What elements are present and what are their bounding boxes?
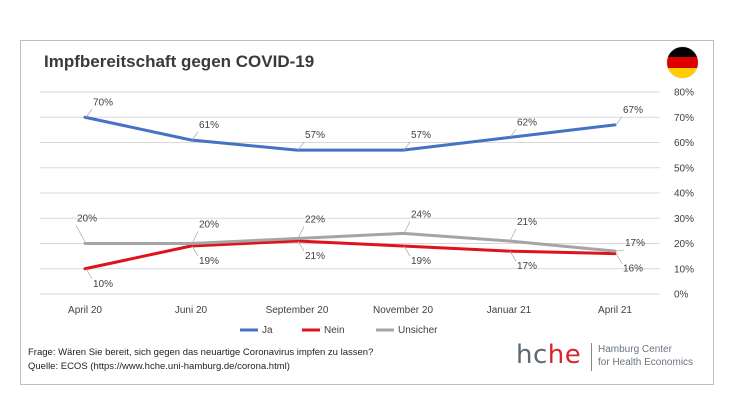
logo-caption-line2: for Health Economics [598, 357, 694, 368]
data-label: 21% [305, 251, 325, 262]
data-label-leader [85, 268, 93, 279]
y-tick-label: 10% [674, 264, 694, 275]
y-tick-label: 20% [674, 239, 694, 250]
data-label-leader [85, 109, 93, 118]
data-label-leader [509, 129, 517, 138]
data-label-leader [509, 250, 517, 262]
y-tick-label: 70% [674, 113, 694, 124]
logo-caption-line1: Hamburg Center [598, 344, 672, 355]
flag-stripe-gold [667, 67, 698, 78]
y-tick-label: 30% [674, 214, 694, 225]
data-label: 10% [93, 279, 113, 290]
data-label: 21% [517, 217, 537, 228]
flag-stripe-red [667, 57, 698, 68]
hche-logo: hche [516, 340, 581, 370]
legend-label: Ja [262, 325, 273, 336]
data-label: 22% [305, 214, 325, 225]
data-label-leader [615, 253, 623, 264]
data-label: 17% [517, 261, 537, 272]
flag-stripe-black [667, 47, 698, 58]
data-label: 19% [411, 256, 431, 267]
logo-caption: Hamburg Center for Health Economics [598, 343, 693, 369]
data-label-leader [297, 240, 305, 252]
series-line-nein [83, 239, 617, 271]
data-label: 16% [623, 264, 643, 275]
data-label-leader [403, 245, 411, 257]
data-label: 70% [93, 97, 113, 108]
data-label-leader [509, 228, 517, 242]
logo-divider [591, 343, 592, 371]
y-tick-label: 80% [674, 88, 694, 99]
x-tick-label: Januar 21 [487, 305, 532, 316]
data-label: 61% [199, 120, 219, 131]
source-text: Quelle: ECOS (https://www.hche.uni-hambu… [28, 361, 290, 372]
data-label-leader [615, 116, 623, 126]
data-label: 67% [623, 105, 643, 116]
data-label: 57% [305, 130, 325, 141]
data-label: 57% [411, 130, 431, 141]
data-label: 17% [625, 238, 645, 249]
data-label-leader [403, 141, 411, 151]
y-tick-label: 50% [674, 163, 694, 174]
germany-flag-icon [667, 47, 698, 78]
data-label: 24% [411, 209, 431, 220]
x-tick-label: April 21 [598, 305, 632, 316]
data-label: 19% [199, 256, 219, 267]
y-tick-label: 60% [674, 138, 694, 149]
data-label-leader [191, 245, 199, 257]
legend-label: Unsicher [398, 325, 438, 336]
data-label-leader [191, 131, 199, 141]
chart-frame [20, 40, 714, 385]
x-tick-label: April 20 [68, 305, 102, 316]
question-text: Frage: Wären Sie bereit, sich gegen das … [28, 347, 374, 358]
logo-part-he: he [547, 340, 582, 370]
data-label: 62% [517, 117, 537, 128]
data-label-leader [75, 225, 87, 244]
x-tick-label: September 20 [266, 305, 329, 316]
chart-title: Impfbereitschaft gegen COVID-19 [44, 52, 315, 71]
data-label-leader [297, 141, 305, 151]
data-label: 20% [199, 220, 219, 231]
data-label-leader [403, 221, 411, 234]
y-tick-label: 40% [674, 189, 694, 200]
series-line-unsicher [83, 231, 617, 253]
y-tick-label: 0% [674, 290, 689, 301]
logo-part-hc: hc [516, 340, 548, 370]
data-label: 20% [77, 214, 97, 225]
data-label-leader [297, 226, 305, 239]
x-tick-label: Juni 20 [175, 305, 208, 316]
data-label-leader [191, 231, 199, 244]
legend-label: Nein [324, 325, 345, 336]
x-tick-label: November 20 [373, 305, 433, 316]
series-line-ja [83, 115, 617, 152]
data-label-leader [615, 249, 625, 252]
